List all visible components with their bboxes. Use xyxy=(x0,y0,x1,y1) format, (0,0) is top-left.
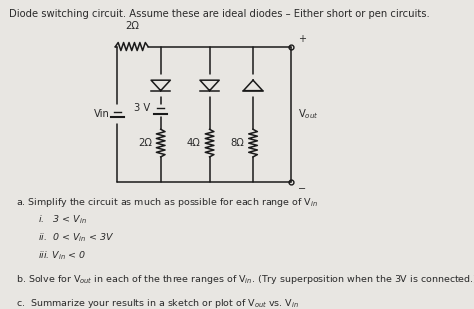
Text: Vin: Vin xyxy=(94,109,110,119)
Text: ii.  0 < V$_{in}$ < 3V: ii. 0 < V$_{in}$ < 3V xyxy=(37,232,114,244)
Text: a. Simplify the circuit as much as possible for each range of V$_{in}$: a. Simplify the circuit as much as possi… xyxy=(16,196,318,209)
Text: +: + xyxy=(298,34,306,44)
Text: 4Ω: 4Ω xyxy=(187,138,201,148)
Text: iii. V$_{in}$ < 0: iii. V$_{in}$ < 0 xyxy=(37,250,86,262)
Text: 2Ω: 2Ω xyxy=(138,138,152,148)
Text: 3 V: 3 V xyxy=(134,103,150,113)
Text: 2Ω: 2Ω xyxy=(125,22,139,32)
Text: b. Solve for V$_{out}$ in each of the three ranges of V$_{in}$. (Try superpositi: b. Solve for V$_{out}$ in each of the th… xyxy=(16,273,474,286)
Text: c.  Summarize your results in a sketch or plot of V$_{out}$ vs. V$_{in}$: c. Summarize your results in a sketch or… xyxy=(16,297,299,309)
Text: 8Ω: 8Ω xyxy=(230,138,244,148)
Text: i.   3 < V$_{in}$: i. 3 < V$_{in}$ xyxy=(37,214,87,226)
Text: V$_{out}$: V$_{out}$ xyxy=(298,107,319,121)
Text: Diode switching circuit. Assume these are ideal diodes – Either short or pen cir: Diode switching circuit. Assume these ar… xyxy=(9,9,429,19)
Text: −: − xyxy=(298,184,306,194)
